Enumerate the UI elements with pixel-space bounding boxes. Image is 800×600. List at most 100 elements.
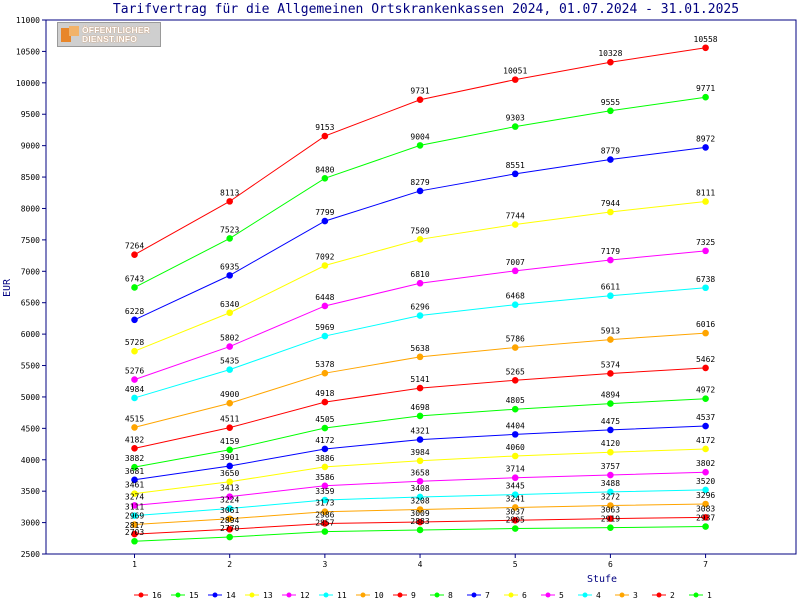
y-tick-label: 5000 — [21, 393, 40, 402]
data-point — [702, 247, 709, 255]
data-point — [607, 292, 614, 300]
data-label: 3272 — [601, 493, 620, 502]
series-12: 5276 5802 6448 6810 7007 7179 7325 — [125, 238, 715, 383]
data-point — [321, 332, 329, 340]
data-point — [702, 468, 709, 476]
legend-label: 11 — [337, 591, 347, 600]
data-point — [511, 405, 519, 413]
data-label: 3901 — [220, 453, 239, 462]
data-label: 5374 — [601, 360, 620, 369]
data-label: 2894 — [220, 516, 239, 525]
data-point — [226, 235, 233, 242]
data-label: 8551 — [506, 161, 525, 170]
data-label: 8279 — [410, 178, 429, 187]
data-point — [131, 476, 138, 484]
data-label: 4515 — [125, 414, 144, 423]
legend-label: 13 — [263, 591, 273, 600]
data-label: 3488 — [601, 479, 620, 488]
data-label: 7179 — [601, 247, 620, 256]
data-point — [416, 518, 424, 526]
series-6: 3461 3650 3886 3984 4060 4120 4172 — [125, 436, 715, 497]
data-point — [416, 526, 424, 534]
data-point — [226, 515, 233, 523]
data-label: 7523 — [220, 225, 239, 234]
y-tick-label: 7500 — [21, 236, 40, 245]
logo-mark-icon — [61, 25, 79, 44]
legend-marker — [286, 592, 292, 598]
data-point — [226, 366, 233, 373]
data-label: 3208 — [410, 497, 429, 506]
series-13: 5728 6340 7092 7509 7744 7944 8111 — [125, 188, 715, 355]
data-label: 2969 — [125, 512, 144, 521]
data-label: 5638 — [410, 344, 429, 353]
data-label: 4159 — [220, 437, 239, 446]
data-point — [321, 520, 329, 527]
data-label: 4182 — [125, 435, 144, 444]
data-point — [226, 399, 233, 407]
data-label: 4805 — [506, 396, 525, 405]
data-label: 5786 — [506, 335, 525, 344]
data-point — [416, 493, 424, 501]
legend-label: 16 — [152, 591, 162, 600]
data-label: 3413 — [220, 484, 239, 493]
series-16: 7264 8113 9153 9731 10051 10328 10558 — [125, 35, 718, 259]
data-label: 10328 — [598, 49, 622, 58]
legend-label: 4 — [596, 591, 601, 600]
data-label: 3586 — [315, 473, 334, 482]
data-point — [226, 198, 233, 205]
data-point — [131, 463, 138, 471]
data-point — [511, 221, 519, 228]
data-label: 6738 — [696, 275, 715, 284]
data-point — [511, 452, 519, 460]
data-label: 3241 — [506, 494, 525, 503]
data-label: 4984 — [125, 385, 144, 394]
data-point — [607, 426, 614, 434]
data-label: 7744 — [506, 212, 525, 221]
data-point — [131, 424, 138, 431]
data-point — [131, 521, 138, 528]
data-point — [131, 284, 138, 291]
legend: 16 15 14 13 12 11 10 9 8 7 6 5 4 3 2 1 — [134, 591, 712, 600]
data-point — [511, 301, 519, 309]
data-point — [607, 502, 614, 509]
data-point — [321, 482, 329, 490]
data-point — [702, 329, 709, 337]
data-label: 7799 — [315, 208, 334, 217]
data-label: 3520 — [696, 477, 715, 486]
data-point — [131, 530, 138, 538]
data-label: 8779 — [601, 147, 620, 156]
data-label: 3296 — [696, 491, 715, 500]
chart-title: Tarifvertrag für die Allgemeinen Ortskra… — [113, 2, 739, 17]
legend-label: 12 — [300, 591, 310, 600]
y-axis-label: EUR — [2, 278, 13, 297]
data-point — [607, 448, 614, 456]
legend-marker — [693, 592, 699, 598]
data-point — [702, 364, 709, 372]
data-label: 5913 — [601, 327, 620, 336]
data-point — [226, 424, 233, 431]
data-label: 2703 — [125, 528, 144, 537]
data-label: 5378 — [315, 360, 334, 369]
y-tick-label: 10500 — [16, 47, 40, 56]
y-tick-label: 6000 — [21, 330, 40, 339]
data-label: 4404 — [506, 421, 525, 430]
data-label: 2905 — [506, 516, 525, 525]
x-axis-label: Stufe — [587, 574, 617, 585]
legend-marker — [212, 592, 218, 598]
data-label: 5969 — [315, 323, 334, 332]
data-label: 3083 — [696, 504, 715, 513]
data-point — [321, 262, 329, 269]
data-label: 4900 — [220, 390, 239, 399]
data-point — [226, 309, 233, 317]
data-label: 2919 — [601, 515, 620, 524]
data-point — [226, 462, 233, 470]
data-label: 9153 — [315, 123, 334, 132]
data-label: 3757 — [601, 462, 620, 471]
data-label: 4511 — [220, 415, 239, 424]
data-point — [511, 516, 519, 524]
legend-marker — [249, 592, 255, 598]
legend-marker — [434, 592, 440, 598]
data-point — [226, 343, 233, 350]
y-tick-label: 4000 — [21, 456, 40, 465]
